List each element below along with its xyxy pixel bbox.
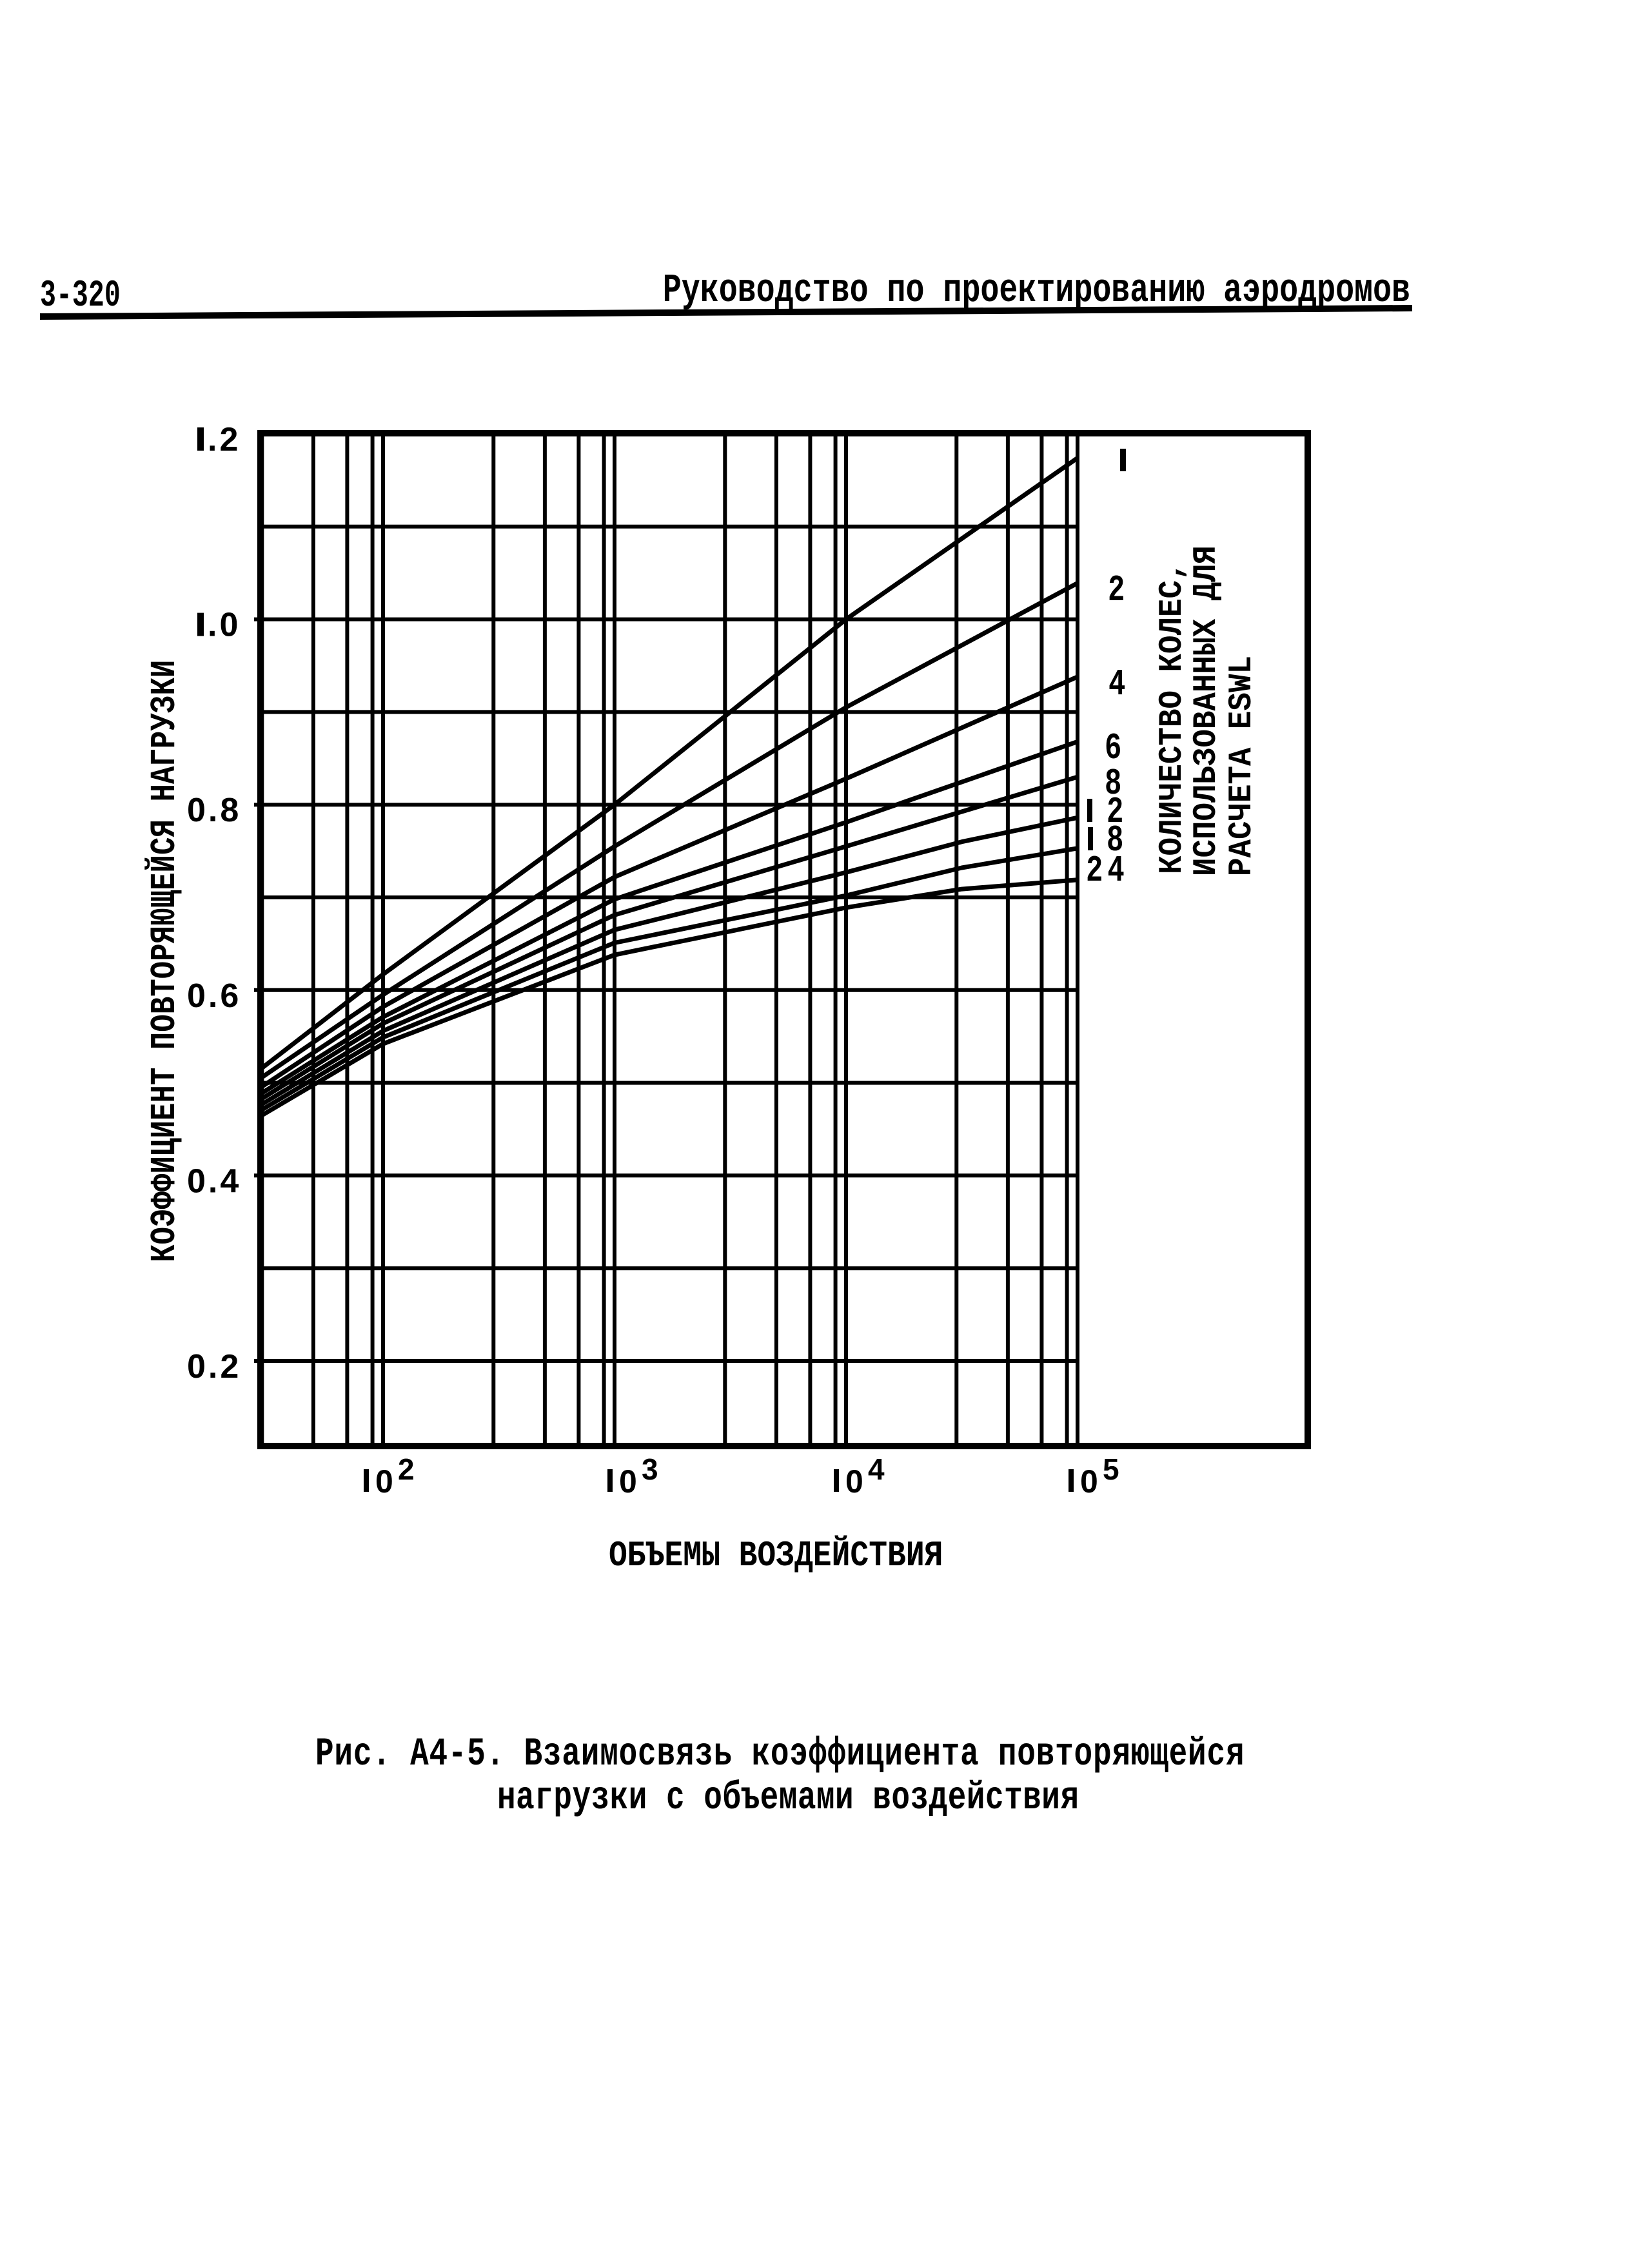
svg-text:3-320: 3-320 bbox=[40, 275, 121, 318]
svg-text:0.4: 0.4 bbox=[187, 1162, 241, 1200]
svg-text:КОЭФФИЦИЕНТ ПОВТОРЯЮЩЕЙСЯ НАГР: КОЭФФИЦИЕНТ ПОВТОРЯЮЩЕЙСЯ НАГРУЗКИ bbox=[144, 660, 185, 1262]
svg-text:24: 24 bbox=[1086, 851, 1129, 892]
svg-text:2: 2 bbox=[1107, 792, 1123, 834]
svg-text:2: 2 bbox=[1108, 571, 1125, 612]
svg-text:ОБЪЕМЫ ВОЗДЕЙСТВИЯ: ОБЪЕМЫ ВОЗДЕЙСТВИЯ bbox=[609, 1535, 943, 1576]
svg-text:.2: .2 bbox=[208, 421, 241, 458]
svg-text:0: 0 bbox=[375, 1463, 393, 1500]
svg-text:4: 4 bbox=[1108, 665, 1125, 706]
svg-text:0.6: 0.6 bbox=[187, 977, 241, 1015]
svg-text:6: 6 bbox=[1105, 728, 1121, 770]
svg-text:КОЛИЧЕСТВО КОЛЕС,: КОЛИЧЕСТВО КОЛЕС, bbox=[1153, 562, 1190, 874]
svg-text:2: 2 bbox=[398, 1452, 415, 1486]
svg-text:0.8: 0.8 bbox=[187, 792, 241, 829]
svg-text:0: 0 bbox=[1080, 1463, 1098, 1500]
svg-text:.0: .0 bbox=[208, 607, 241, 644]
svg-text:РАСЧЕТА ESWL: РАСЧЕТА ESWL bbox=[1223, 656, 1260, 876]
svg-text:0: 0 bbox=[619, 1463, 637, 1500]
svg-text:5: 5 bbox=[1103, 1452, 1119, 1486]
svg-text:0: 0 bbox=[845, 1463, 863, 1500]
svg-text:3: 3 bbox=[642, 1452, 658, 1486]
svg-text:8: 8 bbox=[1105, 764, 1121, 805]
svg-text:8: 8 bbox=[1107, 821, 1123, 862]
svg-text:Рис. А4-5. Взаимосвязь коэффи: Рис. А4-5. Взаимосвязь коэффициента повт… bbox=[315, 1732, 1245, 1777]
svg-text:нагрузки с объемами воздействи: нагрузки с объемами воздействия bbox=[497, 1776, 1079, 1821]
svg-text:ИСПОЛЬЗОВАННЫХ ДЛЯ: ИСПОЛЬЗОВАННЫХ ДЛЯ bbox=[1187, 545, 1225, 876]
svg-text:4: 4 bbox=[868, 1452, 885, 1486]
svg-text:0.2: 0.2 bbox=[187, 1348, 241, 1385]
